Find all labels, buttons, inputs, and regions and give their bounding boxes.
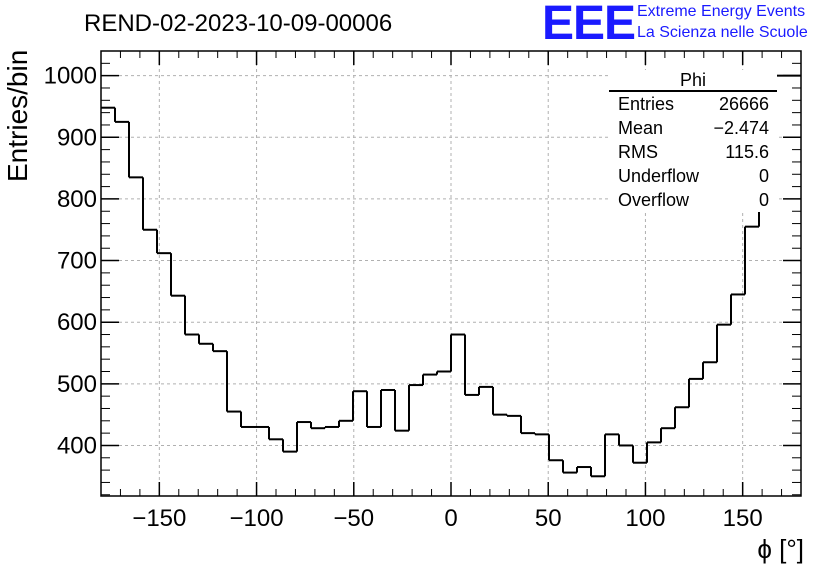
stats-box: Phi Entries 26666 Mean −2.474 RMS 115.6 Und… (609, 70, 777, 212)
stats-label: Overflow (618, 190, 690, 210)
x-tick-label: −150 (132, 505, 186, 532)
histogram-steps (101, 74, 801, 478)
stats-label: RMS (618, 142, 658, 162)
x-tick-label: −100 (230, 505, 284, 532)
y-tick-label: 600 (57, 309, 97, 336)
x-tick-labels: −150 −100 −50 0 50 100 150 (132, 505, 762, 532)
logo-line-2: La Scienza nelle Scuole (637, 24, 808, 41)
stats-value: 26666 (718, 94, 769, 114)
y-axis-label: Entries/bin (2, 49, 33, 182)
stats-label: Entries (618, 94, 675, 114)
x-tick-label: 100 (625, 505, 665, 532)
x-tick-label: −50 (333, 505, 374, 532)
y-tick-label: 900 (57, 124, 97, 151)
stats-label: Mean (618, 118, 664, 138)
stats-value: −2.474 (713, 118, 769, 138)
eee-logo: EEE (542, 0, 636, 50)
stats-row: Mean −2.474 (609, 116, 777, 140)
stats-value: 115.6 (725, 142, 769, 162)
stats-label: Underflow (618, 166, 700, 186)
y-tick-label: 800 (57, 186, 97, 213)
x-axis-label: ϕ [°] (757, 534, 804, 564)
stats-row: Overflow 0 (609, 188, 777, 212)
y-tick-label: 500 (57, 371, 97, 398)
y-tick-label: 1000 (44, 63, 97, 90)
axis-ticks (100, 50, 802, 496)
x-tick-label: 0 (444, 505, 457, 532)
stats-row: Underflow 0 (609, 164, 777, 188)
stats-title: Phi (609, 70, 777, 92)
stats-value: 0 (758, 190, 769, 210)
x-tick-label: 150 (723, 505, 763, 532)
y-tick-labels: 400 500 600 700 800 900 1000 (44, 63, 97, 460)
y-tick-label: 700 (57, 248, 97, 275)
logo-line-1: Extreme Energy Events (637, 3, 806, 20)
y-tick-label: 400 (57, 432, 97, 459)
plot-title: REND-02-2023-10-09-00006 (84, 10, 393, 37)
x-tick-label: 50 (535, 505, 562, 532)
stats-value: 0 (758, 166, 769, 186)
stats-row: Entries 26666 (609, 92, 777, 116)
stats-row: RMS 115.6 (609, 140, 777, 164)
